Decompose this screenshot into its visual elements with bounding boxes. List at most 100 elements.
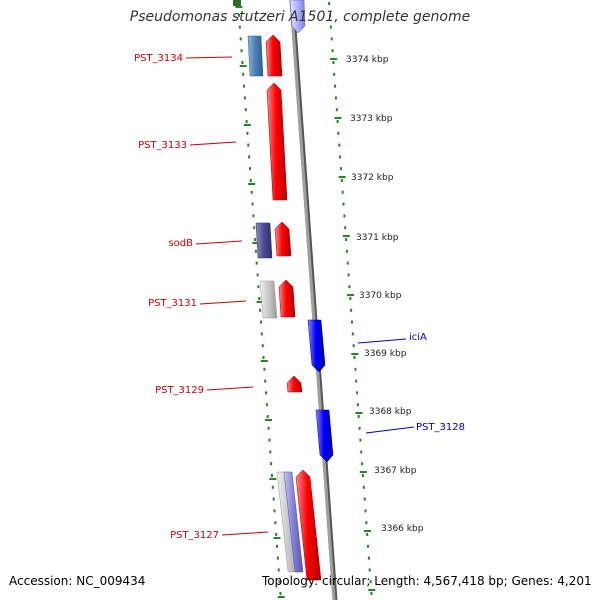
- right-track-major-tick: [364, 530, 371, 532]
- right-track-major-tick: [368, 589, 376, 591]
- left-track-minor-tick: [239, 37, 242, 41]
- left-track-minor-tick: [266, 415, 269, 418]
- label-line-pst-3128: [365, 426, 415, 434]
- label-line-icia: [357, 338, 407, 344]
- left-track-minor-tick: [256, 273, 259, 277]
- right-dotted-track: [328, 2, 376, 595]
- left-track-minor-tick: [278, 580, 281, 584]
- right-track-minor-tick: [342, 202, 345, 206]
- left-track-minor-tick: [267, 426, 270, 430]
- gene-label-pst-3134: PST_3134: [134, 53, 183, 64]
- right-track-minor-tick: [329, 25, 332, 29]
- right-track-major-tick: [347, 294, 355, 296]
- right-track-minor-tick: [337, 131, 340, 135]
- right-track-minor-tick: [355, 379, 358, 383]
- right-track-major-tick: [334, 117, 342, 119]
- right-track-minor-tick: [368, 568, 371, 572]
- left-track-minor-tick: [277, 568, 280, 572]
- left-track-major-tick: [265, 419, 272, 421]
- gene-pst-3131-neighbor[interactable]: [259, 280, 278, 319]
- right-track-minor-tick: [367, 544, 369, 548]
- right-track-minor-tick: [367, 556, 370, 560]
- gene-label-pst-3127: PST_3127: [170, 530, 219, 541]
- left-track-minor-tick: [251, 202, 254, 206]
- left-track-minor-tick: [243, 96, 246, 100]
- left-track-minor-tick: [261, 344, 264, 348]
- left-track-minor-tick: [279, 592, 282, 595]
- right-track-minor-tick: [365, 521, 368, 525]
- gene-sodb[interactable]: [274, 221, 292, 257]
- left-track-minor-tick: [241, 61, 244, 64]
- tick-label-3370: 3370 kbp: [359, 291, 402, 301]
- tick-label-3371: 3371 kbp: [356, 233, 399, 243]
- kbp-tick-labels: 3374 kbp 3373 kbp 3372 kbp 3371 kbp 3370…: [346, 55, 424, 534]
- gene-icia[interactable]: [307, 319, 326, 373]
- right-track-minor-tick: [359, 438, 362, 442]
- gene-partial-top: [233, 0, 241, 6]
- left-track-minor-tick: [263, 367, 266, 371]
- left-track-major-tick: [243, 124, 251, 126]
- gene-pst-3127[interactable]: [295, 469, 322, 581]
- right-track-minor-tick: [345, 238, 348, 241]
- label-line-pst-3131: [199, 300, 247, 305]
- gene-pst-3134[interactable]: [265, 34, 283, 77]
- right-track-minor-tick: [370, 592, 373, 595]
- gene-pst-3133[interactable]: [266, 82, 288, 201]
- right-track-minor-tick: [343, 214, 346, 218]
- left-track-minor-tick: [274, 521, 277, 525]
- left-track-minor-tick: [253, 226, 256, 230]
- gene-steel-3134-neighbor[interactable]: [247, 35, 264, 77]
- left-track-minor-tick: [248, 155, 251, 159]
- left-track-major-tick: [273, 537, 281, 539]
- right-track-minor-tick: [349, 297, 352, 300]
- right-track-minor-tick: [361, 462, 364, 466]
- gene-pst-3129[interactable]: [286, 375, 303, 393]
- gene-label-pst-3129: PST_3129: [155, 385, 204, 396]
- right-track-minor-tick: [338, 143, 341, 147]
- right-track-minor-tick: [354, 367, 357, 371]
- backbone-line: [289, 0, 336, 600]
- left-track-major-tick: [235, 6, 243, 8]
- left-track-major-tick: [256, 301, 264, 303]
- gene-label-pst-3131: PST_3131: [148, 298, 197, 309]
- right-track-minor-tick: [350, 308, 353, 312]
- left-track-minor-tick: [271, 485, 274, 489]
- left-track-minor-tick: [270, 462, 273, 466]
- gene-label-sodb: sodB: [168, 238, 193, 249]
- gene-pst-3131[interactable]: [278, 279, 296, 318]
- right-track-minor-tick: [357, 415, 360, 418]
- label-line-pst-3133: [189, 141, 237, 146]
- left-track-major-tick: [248, 183, 256, 185]
- left-track-minor-tick: [255, 261, 258, 265]
- left-track-minor-tick: [269, 450, 272, 454]
- left-track-minor-tick: [262, 356, 265, 359]
- right-track-minor-tick: [333, 72, 336, 76]
- right-track-minor-tick: [332, 61, 335, 64]
- left-track-minor-tick: [259, 308, 262, 312]
- right-track-minor-tick: [329, 13, 331, 17]
- label-line-pst-3127: [221, 531, 269, 536]
- left-track-minor-tick: [254, 238, 257, 241]
- left-track-minor-tick: [257, 285, 260, 289]
- left-track-minor-tick: [247, 143, 250, 147]
- left-track-minor-tick: [276, 556, 279, 560]
- right-track-minor-tick: [366, 533, 369, 536]
- right-track-minor-tick: [331, 49, 334, 53]
- left-track-minor-tick: [242, 72, 245, 76]
- right-track-major-tick: [359, 471, 367, 473]
- gene-pst-3128[interactable]: [315, 409, 334, 463]
- genome-title: Pseudomonas stutzeri A1501, complete gen…: [129, 9, 471, 25]
- gene-partial-top-forward[interactable]: [289, 0, 306, 34]
- tick-label-3373: 3373 kbp: [350, 114, 393, 124]
- right-track-major-tick: [342, 235, 350, 237]
- left-track-minor-tick: [252, 214, 255, 218]
- tick-label-3366: 3366 kbp: [381, 524, 424, 534]
- gene-sodb-neighbor[interactable]: [255, 222, 273, 259]
- gene-purple-bottom[interactable]: [283, 471, 304, 573]
- left-track-minor-tick: [249, 179, 252, 182]
- gene-label-icia: iciA: [409, 332, 427, 343]
- forward-strand-genes: [289, 0, 334, 463]
- left-track-minor-tick: [249, 167, 251, 171]
- right-track-minor-tick: [356, 403, 359, 407]
- left-track-minor-tick: [240, 49, 243, 53]
